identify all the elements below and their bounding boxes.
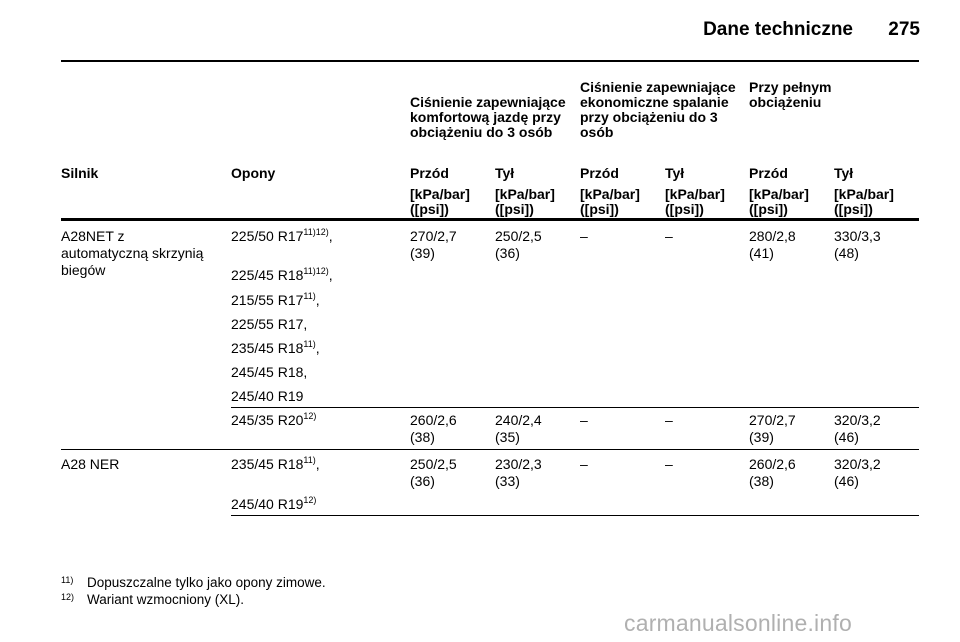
- unit-label: [kPa/bar] ([psi]): [834, 186, 894, 217]
- pressure-value: 260/2,6 (38): [749, 456, 796, 489]
- tire-size: 245/35 R2012): [231, 411, 317, 429]
- tire-size: 225/50 R1711)12),: [231, 227, 333, 245]
- page-number: 275: [888, 19, 920, 40]
- pressure-value: 320/3,2 (46): [834, 412, 881, 445]
- pressure-value: 250/2,5 (36): [495, 228, 542, 261]
- unit-label: [kPa/bar] ([psi]): [749, 186, 809, 217]
- unit-label: [kPa/bar] ([psi]): [495, 186, 555, 217]
- unit-label: [kPa/bar] ([psi]): [580, 186, 640, 217]
- unit-label: [kPa/bar] ([psi]): [410, 186, 470, 217]
- pressure-value: 240/2,4 (35): [495, 412, 542, 445]
- header-separator: [61, 218, 919, 221]
- pressure-value: –: [665, 412, 673, 428]
- engine-name: A28NET z automatyczną skrzynią biegów: [61, 228, 204, 278]
- pressure-value: –: [580, 228, 588, 244]
- tire-size: 215/55 R1711),: [231, 291, 320, 309]
- footnote-mark: 12): [61, 592, 75, 602]
- column-header-economy-rear: Tył: [665, 165, 685, 181]
- pressure-value: –: [580, 456, 588, 472]
- tire-size: 245/45 R18,: [231, 364, 308, 380]
- column-header-full-front: Przód: [749, 165, 788, 181]
- pressure-value: 230/2,3 (33): [495, 456, 542, 489]
- pressure-value: –: [665, 456, 673, 472]
- column-header-economy-front: Przód: [580, 165, 619, 181]
- column-header-engine: Silnik: [61, 165, 99, 181]
- column-header-full-rear: Tył: [834, 165, 854, 181]
- column-header-comfort-front: Przód: [410, 165, 449, 181]
- engine-name: A28 NER: [61, 456, 120, 472]
- footnote-text: Wariant wzmocniony (XL).: [87, 592, 245, 607]
- group-header-comfort: Ciśnienie zapewniające komfortową jazdę …: [410, 94, 566, 140]
- footnote: 12) Wariant wzmocniony (XL).: [61, 589, 244, 608]
- row-separator: [231, 407, 919, 408]
- tire-size: 235/45 R1811),: [231, 339, 320, 357]
- pressure-value: 280/2,8 (41): [749, 228, 796, 261]
- page-title: Dane techniczne: [703, 19, 853, 40]
- tire-size: 225/45 R1811)12),: [231, 266, 333, 284]
- tire-size: 245/40 R19: [231, 388, 304, 404]
- group-header-full-load: Przy pełnym obciążeniu: [749, 79, 832, 110]
- pressure-value: 260/2,6 (38): [410, 412, 457, 445]
- footnote: 11) Dopuszczalne tylko jako opony zimowe.: [61, 572, 326, 591]
- pressure-value: 330/3,3 (48): [834, 228, 881, 261]
- header-rule: [61, 60, 919, 62]
- footnote-text: Dopuszczalne tylko jako opony zimowe.: [87, 575, 326, 590]
- row-separator: [61, 449, 919, 450]
- pressure-value: 320/3,2 (46): [834, 456, 881, 489]
- tire-size: 245/40 R1912): [231, 495, 317, 513]
- unit-label: [kPa/bar] ([psi]): [665, 186, 725, 217]
- column-header-comfort-rear: Tył: [495, 165, 515, 181]
- pressure-value: –: [580, 412, 588, 428]
- pressure-value: 250/2,5 (36): [410, 456, 457, 489]
- pressure-value: 270/2,7 (39): [410, 228, 457, 261]
- pressure-value: 270/2,7 (39): [749, 412, 796, 445]
- group-header-economy: Ciśnienie zapewniające ekonomiczne spala…: [580, 79, 736, 140]
- watermark: carmanualsonline.info: [624, 610, 852, 636]
- table-bottom-rule: [231, 515, 919, 516]
- tire-size: 235/45 R1811),: [231, 455, 320, 473]
- pressure-value: –: [665, 228, 673, 244]
- column-header-tires: Opony: [231, 165, 276, 181]
- footnote-mark: 11): [61, 575, 74, 585]
- tire-size: 225/55 R17,: [231, 316, 308, 332]
